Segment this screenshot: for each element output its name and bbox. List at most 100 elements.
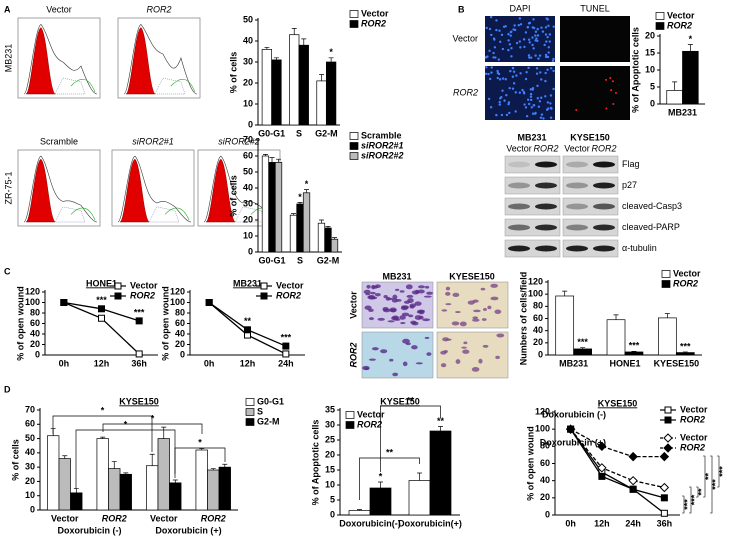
blot-strip xyxy=(562,197,619,216)
blot-band xyxy=(508,245,530,252)
y-tick-label: 10 xyxy=(645,64,655,74)
nucleus xyxy=(507,39,510,42)
nucleus xyxy=(495,113,498,117)
nucleus xyxy=(514,110,517,113)
significance-bracket xyxy=(682,495,685,514)
lane-label: ROR2 xyxy=(591,143,616,153)
error-bar xyxy=(319,74,325,81)
y-tick-label: 120 xyxy=(535,406,550,416)
cell xyxy=(377,317,385,321)
cell xyxy=(452,292,460,297)
nucleus xyxy=(511,75,515,78)
cell xyxy=(496,333,505,338)
blot-strip xyxy=(562,239,619,258)
x-tick-label: Doxorubicin(+) xyxy=(398,518,462,528)
error-bar xyxy=(682,351,688,353)
blot-band xyxy=(535,182,557,189)
marker xyxy=(135,350,143,358)
cell xyxy=(406,294,414,298)
y-tick-label: 60 xyxy=(540,458,550,468)
nucleus xyxy=(540,26,543,29)
y-tick-label: 40 xyxy=(533,325,543,335)
y-tick-label: 40 xyxy=(30,328,40,338)
histogram-s-phase xyxy=(154,77,186,95)
cell xyxy=(478,358,483,364)
nucleus xyxy=(508,43,512,46)
blot-band xyxy=(508,203,530,210)
y-tick-label: 30 xyxy=(243,198,253,208)
blot-header: KYSE150 xyxy=(570,132,610,142)
blot-band xyxy=(535,203,557,210)
bar xyxy=(70,492,83,511)
nucleus xyxy=(496,71,500,75)
blot-band xyxy=(593,161,615,168)
nucleus xyxy=(536,97,540,100)
y-tick-label: 10 xyxy=(325,479,335,489)
nucleus xyxy=(529,88,533,91)
y-tick-label: 15 xyxy=(325,464,335,474)
significance-bracket xyxy=(703,455,706,498)
nucleus xyxy=(544,79,547,83)
nucleus xyxy=(495,19,498,22)
nucleus xyxy=(531,43,534,47)
nucleus xyxy=(488,27,492,31)
cell xyxy=(363,289,371,295)
nucleus xyxy=(539,71,542,74)
nucleus xyxy=(510,46,513,50)
marker xyxy=(659,482,670,493)
x-tick-label: S xyxy=(297,255,303,265)
nucleus xyxy=(532,47,535,50)
significance-bracket xyxy=(102,423,203,434)
histogram-s-phase xyxy=(54,77,86,95)
nucleus xyxy=(545,17,548,20)
cell xyxy=(459,321,467,327)
nucleus xyxy=(536,39,539,43)
nucleus xyxy=(497,58,500,61)
error-bar xyxy=(210,468,216,470)
row-label: MB231 xyxy=(3,44,13,73)
significance-bracket xyxy=(380,405,441,472)
bar xyxy=(289,34,300,126)
cell xyxy=(410,320,417,325)
x-tick-label: 24h xyxy=(625,518,641,528)
x-tick-label: 12h xyxy=(240,358,256,368)
line xyxy=(570,428,665,458)
error-bar xyxy=(318,219,324,224)
cell xyxy=(482,344,489,348)
chart-title: HONE1 xyxy=(86,278,117,288)
column-label: DAPI xyxy=(509,3,530,13)
cell xyxy=(383,295,388,299)
nucleus xyxy=(511,66,515,70)
legend-marker xyxy=(114,292,122,300)
x-tick-label: Doxorubicin(-) xyxy=(339,518,401,528)
significance: *** xyxy=(281,332,292,342)
tunel-dot xyxy=(609,76,612,79)
nucleus xyxy=(538,100,542,103)
y-axis-label: % of open wound xyxy=(160,286,170,361)
line xyxy=(570,428,665,514)
legend-label: Vector xyxy=(276,280,304,290)
legend-label: S xyxy=(257,406,263,416)
cell xyxy=(495,355,500,359)
nucleus xyxy=(521,88,524,92)
histogram-fit xyxy=(70,207,96,221)
cell xyxy=(391,316,400,321)
nucleus xyxy=(541,30,545,33)
legend-label: G0-G1 xyxy=(257,396,284,406)
legend-label: Vector xyxy=(361,8,389,18)
cell xyxy=(389,307,397,313)
x-tick-label: 0h xyxy=(59,358,70,368)
bar xyxy=(271,59,282,126)
bar xyxy=(408,480,431,516)
bar xyxy=(96,438,109,511)
blot-band xyxy=(566,245,588,252)
legend-title: Doxorubicin (+) xyxy=(540,437,606,447)
bar xyxy=(606,319,626,356)
legend-label: Vector xyxy=(680,432,708,442)
nucleus xyxy=(544,55,548,59)
bar xyxy=(58,458,71,511)
nucleus xyxy=(490,33,493,37)
band-label: cleaved-PARP xyxy=(622,222,680,232)
tunel-dot xyxy=(610,89,613,92)
y-tick-label: 80 xyxy=(540,441,550,451)
